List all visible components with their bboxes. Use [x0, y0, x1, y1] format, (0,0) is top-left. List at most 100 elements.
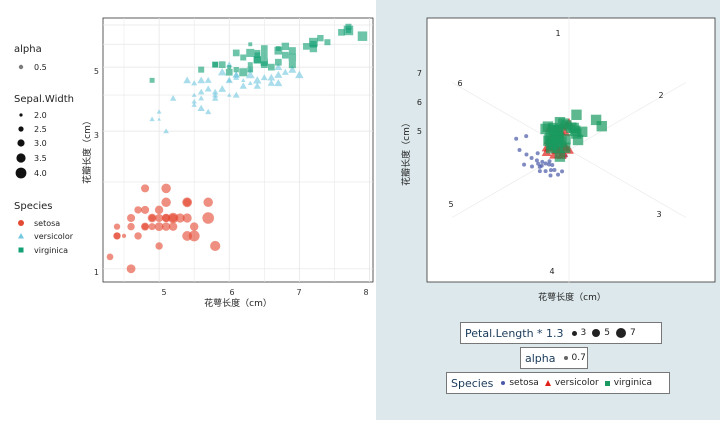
setosa-point — [543, 161, 548, 166]
legend-size-label: 2.0 — [34, 111, 47, 120]
legend-setosa-item: setosa — [501, 378, 539, 388]
versicolor-point — [241, 78, 246, 83]
versicolor-point — [253, 76, 262, 84]
radial-label: 2 — [658, 91, 663, 100]
radial-label: 3 — [656, 210, 661, 219]
setosa-point — [169, 213, 178, 223]
legend-size-item: 5 — [592, 328, 610, 338]
virginica-point — [357, 31, 368, 41]
virginica-point — [240, 54, 247, 61]
setosa-point — [161, 222, 171, 231]
versicolor-point — [191, 98, 197, 104]
versicolor-point — [218, 85, 227, 92]
y-tick-label: 5 — [94, 67, 99, 76]
virginica-point — [232, 49, 240, 57]
x-tick-label: 7 — [296, 288, 301, 297]
setosa-point — [113, 232, 121, 240]
setosa-point — [127, 213, 136, 223]
left-y-axis-title: 花瓣长度（cm） — [81, 116, 93, 184]
right-panel: 1 2 3 4 5 6 5 6 7 花萼长度（cm） 花瓣长度（cm） Peta… — [376, 0, 720, 420]
versicolor-point — [204, 85, 212, 92]
versicolor-point — [191, 92, 197, 97]
setosa-point — [134, 232, 142, 240]
setosa-point — [524, 152, 529, 157]
setosa-point — [534, 158, 539, 163]
versicolor-point — [191, 102, 197, 107]
legend-versicolor-label: versicolor — [34, 232, 74, 241]
virginica-point — [338, 28, 345, 36]
setosa-point — [548, 168, 553, 173]
virginica-point — [303, 43, 310, 50]
virginica-point — [577, 126, 588, 137]
legend-setosa-key — [18, 220, 24, 226]
legend-alpha-key — [18, 64, 24, 70]
radial-gridline — [568, 82, 687, 151]
legend-size-label: 3.0 — [34, 139, 47, 148]
setosa-point — [168, 222, 178, 231]
virginica-point — [198, 66, 205, 73]
versicolor-point — [197, 76, 206, 84]
versicolor-point — [260, 74, 268, 81]
versicolor-point — [205, 108, 212, 115]
right-x-axis-title: 花萼长度（cm） — [538, 291, 606, 303]
virginica-point — [254, 52, 261, 59]
versicolor-point — [232, 71, 240, 78]
versicolor-point — [211, 88, 219, 95]
virginica-point — [343, 25, 354, 36]
radial-label: 4 — [549, 267, 554, 276]
versicolor-point — [247, 80, 253, 85]
radial-label: 1 — [555, 29, 560, 38]
virginica-point — [324, 39, 331, 46]
legend-size-label: 2.5 — [34, 125, 47, 134]
setosa-point — [539, 163, 544, 168]
legend-species-title: Species — [451, 376, 494, 390]
virginica-point — [559, 142, 571, 153]
legend-size-item: 7 — [616, 328, 636, 338]
setosa-point — [203, 197, 213, 208]
virginica-point — [274, 58, 282, 66]
legend-alpha-title: alpha — [14, 44, 42, 55]
right-legend-size: Petal.Length * 1.3 3 5 7 — [460, 322, 662, 344]
setosa-point — [537, 169, 542, 174]
setosa-point — [121, 233, 127, 239]
setosa-point — [154, 205, 164, 215]
y-tick-label: 6 — [417, 98, 422, 107]
setosa-point — [161, 197, 171, 208]
setosa-point — [535, 151, 540, 156]
setosa-point — [530, 164, 535, 169]
legend-size-label: 4.0 — [34, 169, 47, 178]
versicolor-point — [217, 67, 227, 76]
virginica-point — [247, 66, 254, 73]
setosa-point — [524, 134, 529, 139]
setosa-point — [202, 212, 214, 224]
virginica-point — [590, 114, 602, 126]
virginica-point — [540, 123, 551, 135]
versicolor-point — [191, 80, 198, 86]
virginica-point — [281, 51, 289, 59]
virginica-point — [288, 53, 297, 62]
x-tick-label: 5 — [161, 288, 166, 297]
legend-alpha-item: 0.7 — [563, 353, 586, 363]
virginica-point — [554, 151, 566, 162]
setosa-point — [560, 169, 565, 174]
setosa-point — [546, 162, 551, 167]
setosa-point — [183, 198, 192, 207]
versicolor-point — [169, 95, 177, 101]
setosa-point — [127, 222, 135, 231]
legend-virginica-item: virginica — [604, 378, 652, 388]
radial-gridline — [568, 149, 687, 218]
setosa-point — [141, 223, 149, 230]
virginica-point — [218, 61, 226, 68]
legend-size-key — [16, 153, 26, 163]
versicolor-point — [197, 104, 205, 112]
legend-species-title: Species — [14, 201, 53, 212]
virginica-point — [275, 46, 281, 52]
legend-size-label: 3.5 — [34, 154, 47, 163]
setosa-point — [147, 213, 157, 223]
virginica-point — [212, 61, 219, 68]
setosa-point — [550, 163, 555, 168]
versicolor-point — [253, 82, 261, 89]
versicolor-point — [204, 76, 212, 83]
y-tick-label: 5 — [417, 127, 422, 136]
virginica-point — [596, 120, 607, 132]
